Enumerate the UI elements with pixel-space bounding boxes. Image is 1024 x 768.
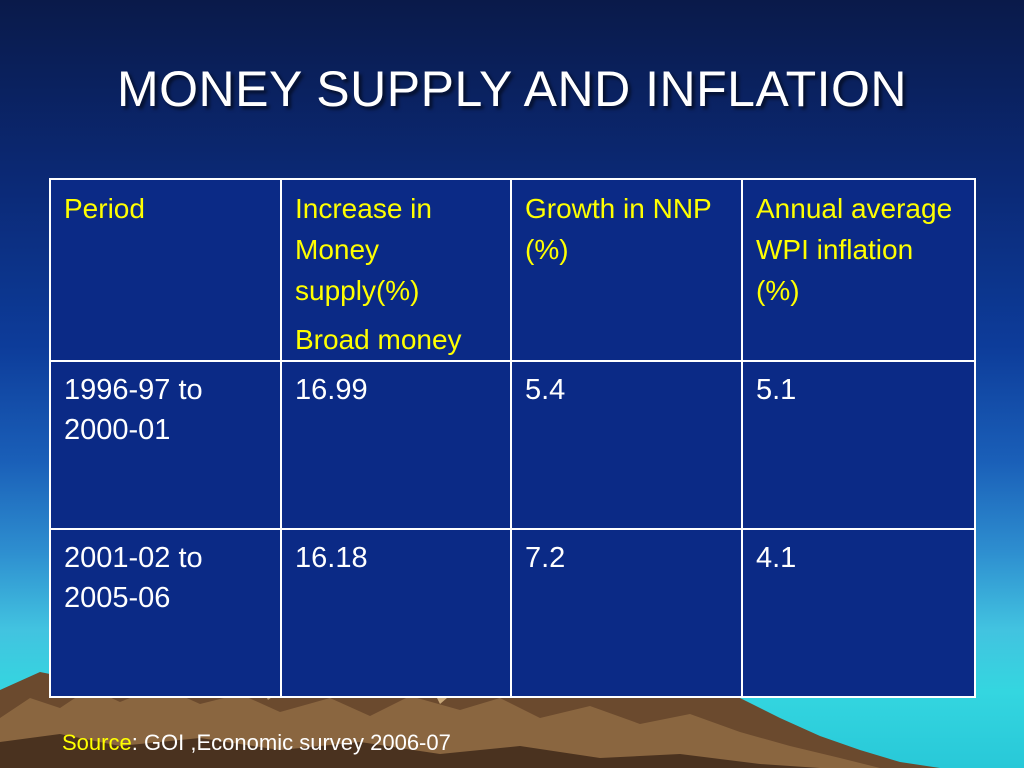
slide-title: MONEY SUPPLY AND INFLATION	[116, 61, 908, 117]
header-period-label: Period	[64, 193, 145, 224]
cell-wpi-inflation: 5.1	[741, 360, 976, 530]
cell-nnp-growth: 7.2	[510, 528, 743, 698]
source-text: : GOI ,Economic survey 2006-07	[131, 730, 451, 755]
cell-money-supply: 16.99	[280, 360, 512, 530]
header-period: Period	[49, 178, 282, 362]
cell-period: 2001-02 to 2005-06	[49, 528, 282, 698]
cell-period: 1996-97 to 2000-01	[49, 360, 282, 530]
header-broad-money-label: Broad money	[295, 324, 462, 355]
header-wpi-label: Annual average WPI inflation (%)	[756, 193, 953, 306]
header-nnp-label: Growth in NNP (%)	[525, 193, 712, 265]
header-wpi-inflation: Annual average WPI inflation (%)	[741, 178, 976, 362]
table-row: 1996-97 to 2000-01 16.99 5.4 5.1	[49, 360, 976, 530]
cell-money-supply: 16.18	[280, 528, 512, 698]
header-money-supply-label: Increase in Money supply(%)	[295, 193, 432, 306]
cell-wpi-inflation: 4.1	[741, 528, 976, 698]
source-label: Source	[62, 730, 132, 755]
cell-nnp-growth: 5.4	[510, 360, 743, 530]
table-header-row: Period Increase in Money supply(%) Broad…	[49, 178, 976, 362]
header-nnp-growth: Growth in NNP (%)	[510, 178, 743, 362]
money-supply-table: Period Increase in Money supply(%) Broad…	[49, 178, 976, 698]
source-note: Source: GOI ,Economic survey 2006-07	[62, 730, 451, 756]
header-money-supply: Increase in Money supply(%) Broad money	[280, 178, 512, 362]
table-row: 2001-02 to 2005-06 16.18 7.2 4.1	[49, 528, 976, 698]
